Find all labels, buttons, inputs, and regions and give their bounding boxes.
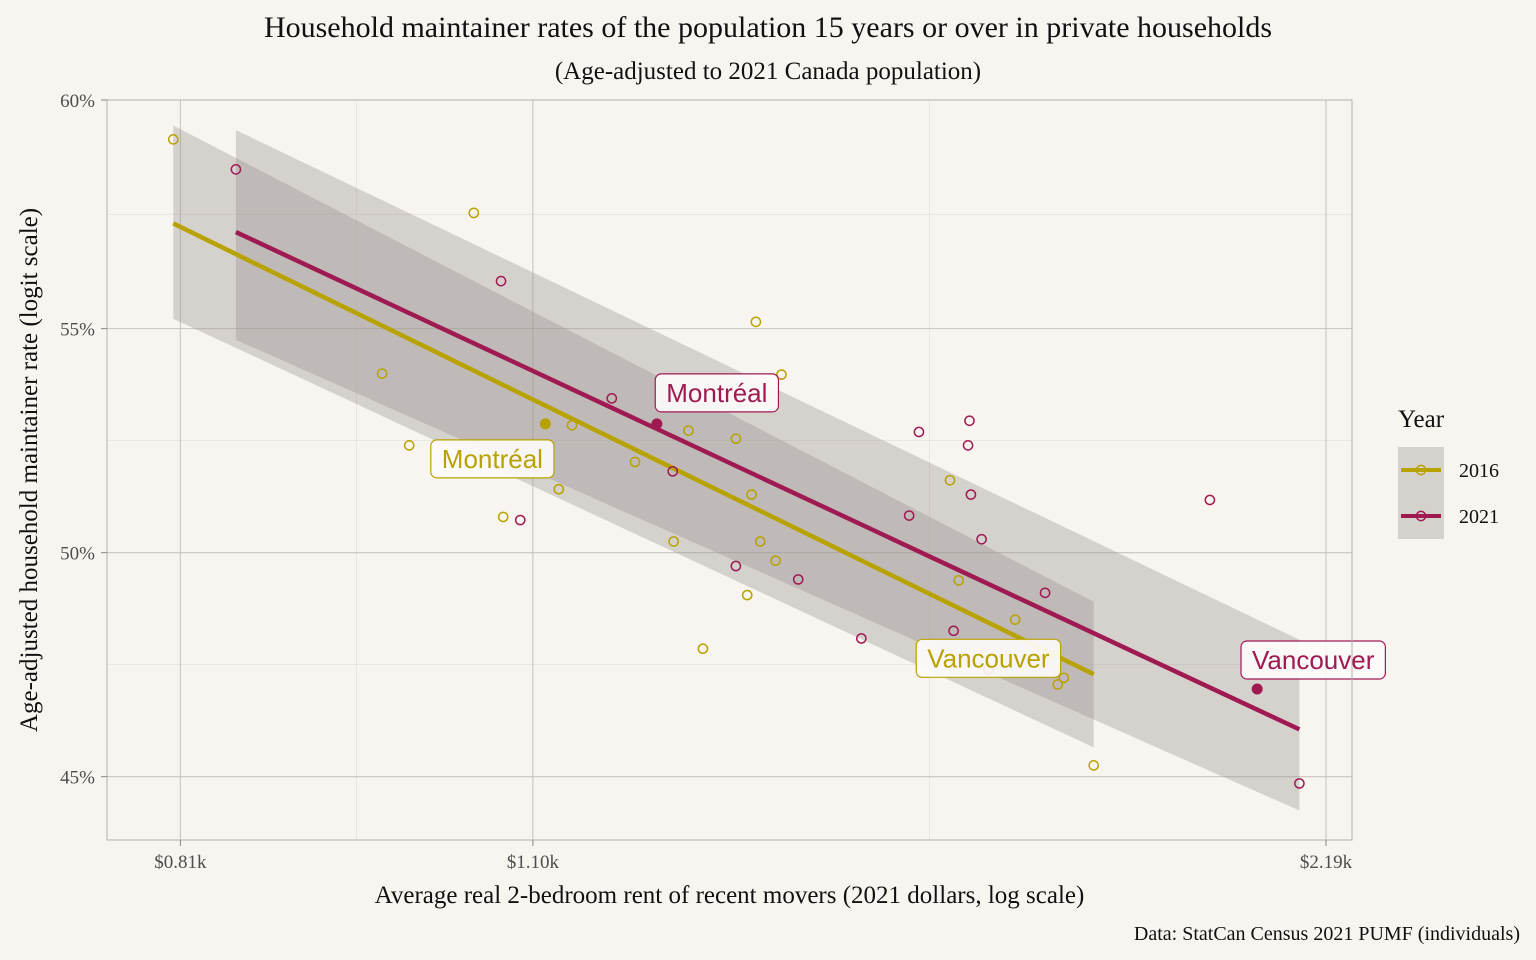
x-tick-label: $1.10k xyxy=(507,852,560,873)
chart-subtitle: (Age-adjusted to 2021 Canada population) xyxy=(555,58,981,85)
trend-line-2021 xyxy=(234,230,1301,732)
data-point-2016 xyxy=(1052,679,1064,690)
data-point-2016 xyxy=(566,419,578,431)
legend-label-2021: 2021 xyxy=(1459,506,1499,528)
confidence-band-2016 xyxy=(173,125,1094,748)
x-tick-label: $0.81k xyxy=(154,852,207,873)
data-point-2016 xyxy=(746,489,757,500)
data-point-2021 xyxy=(964,415,975,427)
data-point-2021 xyxy=(730,560,742,572)
data-point-2021 xyxy=(514,514,526,526)
data-point-2021 xyxy=(230,164,242,175)
data-point-2021 xyxy=(855,633,867,644)
data-point-2016 xyxy=(553,483,565,495)
data-point-2021 xyxy=(495,275,507,287)
data-point-2021 xyxy=(948,625,959,637)
data-point-2016 xyxy=(953,574,965,586)
label-box-vancouver-2016 xyxy=(915,638,1062,678)
data-point-2016 xyxy=(668,536,679,547)
data-point-2016 xyxy=(697,643,709,655)
label-box-vancouver-2021 xyxy=(1240,640,1386,680)
highlight-point-montréal-2016 xyxy=(539,418,551,430)
data-point-2021 xyxy=(962,440,974,451)
data-point-2021 xyxy=(606,392,618,404)
x-axis-title: Average real 2-bedroom rent of recent mo… xyxy=(375,882,1085,909)
label-vancouver-2021: Vancouver xyxy=(1252,645,1375,675)
trend-line-2016 xyxy=(172,221,1095,677)
plot-panel-border xyxy=(106,99,1353,841)
y-tick-label: 55% xyxy=(60,320,95,341)
data-point-2016 xyxy=(468,207,480,219)
data-point-2021 xyxy=(792,574,804,585)
data-point-2016 xyxy=(770,555,781,567)
data-point-2016 xyxy=(944,474,956,486)
data-point-2016 xyxy=(403,440,415,451)
legend-key-point-2021 xyxy=(1415,510,1427,522)
data-point-2016 xyxy=(750,316,762,328)
data-point-2016 xyxy=(776,369,787,380)
data-point-2021 xyxy=(913,426,925,438)
y-tick-label: 50% xyxy=(60,544,95,565)
data-point-2016 xyxy=(730,433,742,445)
data-point-2016 xyxy=(167,134,179,145)
label-box-montréal-2016 xyxy=(430,439,555,479)
y-axis-title: Age-adjusted household maintainer rate (… xyxy=(16,208,43,732)
chart-caption: Data: StatCan Census 2021 PUMF (individu… xyxy=(1134,923,1520,945)
label-montréal-2016: Montréal xyxy=(442,444,543,474)
highlight-point-vancouver-2021 xyxy=(1251,683,1263,695)
y-tick-label: 45% xyxy=(60,768,95,789)
label-box-montréal-2021 xyxy=(654,373,780,413)
data-point-2016 xyxy=(629,456,641,468)
data-point-2021 xyxy=(1039,587,1051,599)
chart-title: Household maintainer rates of the popula… xyxy=(264,11,1272,44)
highlight-point-montréal-2021 xyxy=(651,418,663,430)
data-point-2021 xyxy=(903,510,915,521)
data-point-2016 xyxy=(754,536,766,547)
legend-label-2016: 2016 xyxy=(1459,460,1499,482)
data-point-2021 xyxy=(965,489,977,500)
data-point-2021 xyxy=(1294,778,1305,789)
data-point-2016 xyxy=(683,425,694,436)
data-point-2021 xyxy=(1204,494,1216,506)
data-point-2016 xyxy=(741,589,753,601)
data-point-2021 xyxy=(976,533,987,545)
legend-title: Year xyxy=(1398,406,1445,433)
data-point-2016 xyxy=(497,511,509,523)
data-point-2021 xyxy=(667,465,679,477)
label-montréal-2021: Montréal xyxy=(666,378,767,408)
x-tick-label: $2.19k xyxy=(1300,852,1353,873)
data-point-2016 xyxy=(376,368,388,379)
legend-key-point-2016 xyxy=(1415,464,1427,476)
label-vancouver-2016: Vancouver xyxy=(927,643,1050,673)
data-point-2016 xyxy=(1088,760,1100,771)
data-point-2016 xyxy=(1058,672,1070,684)
data-point-2016 xyxy=(1009,614,1021,625)
y-tick-label: 60% xyxy=(60,91,95,112)
